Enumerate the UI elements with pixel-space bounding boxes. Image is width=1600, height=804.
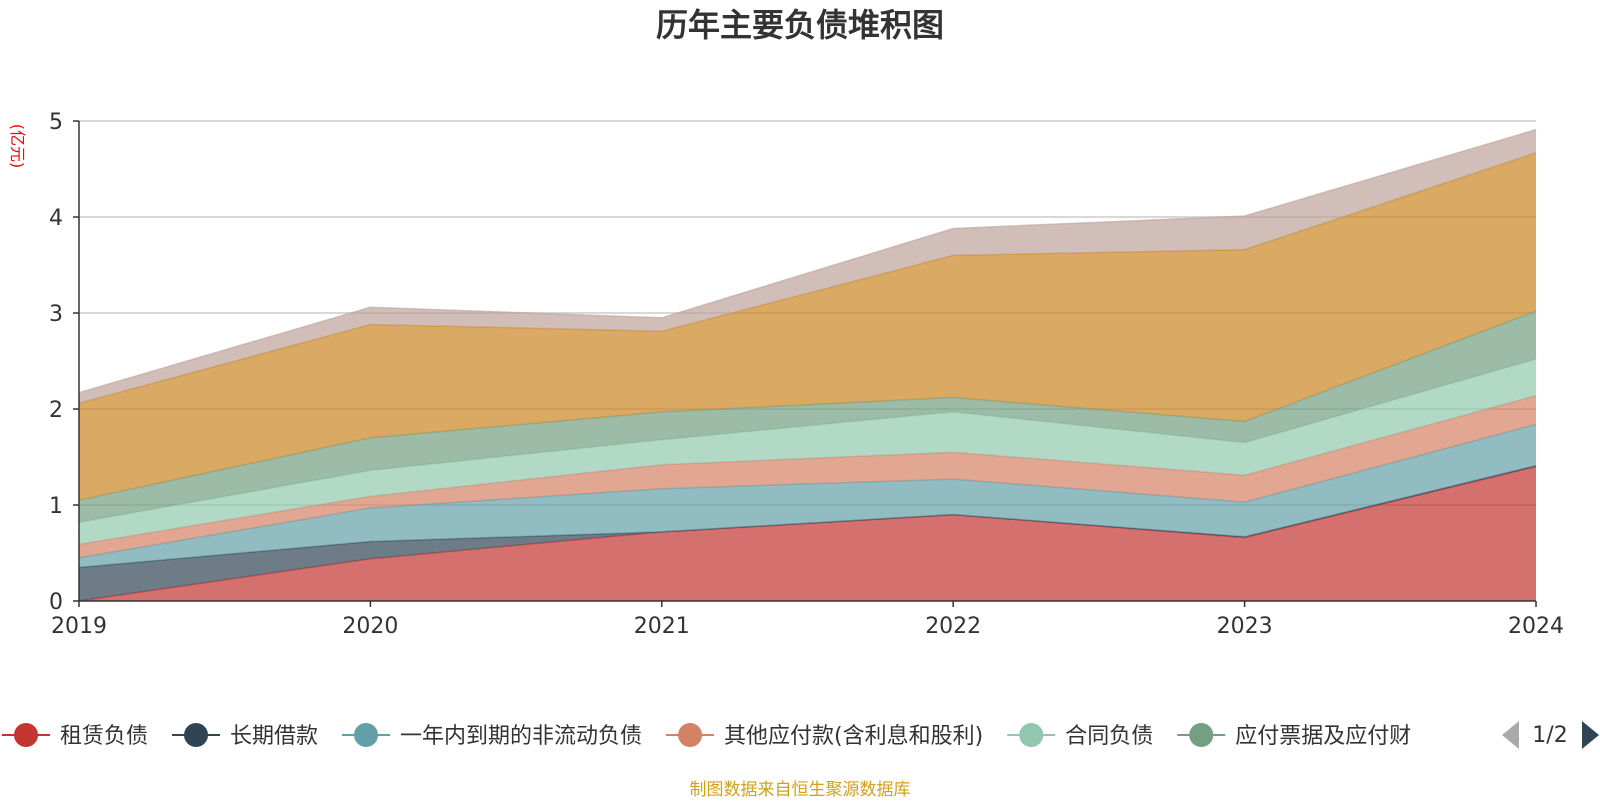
legend-item-5[interactable]: 应付票据及应付财 bbox=[1177, 723, 1411, 749]
legend-circle-icon bbox=[14, 723, 38, 747]
legend-label: 租赁负债 bbox=[60, 724, 148, 749]
legend-item-4[interactable]: 合同负债 bbox=[1007, 723, 1153, 749]
area-series-6[interactable] bbox=[79, 152, 1536, 501]
y-axis-unit-label: (亿元) bbox=[8, 124, 27, 169]
legend-prev-arrow-icon[interactable] bbox=[1502, 721, 1519, 749]
area-series-5[interactable] bbox=[79, 311, 1536, 523]
y-tick-label-4: 4 bbox=[49, 206, 63, 231]
legend-label: 合同负债 bbox=[1065, 724, 1153, 749]
stacked-areas bbox=[78, 128, 1537, 602]
x-tick-label-3: 2022 bbox=[925, 614, 981, 639]
legend-circle-icon bbox=[1189, 723, 1214, 747]
data-source-note: 制图数据来自恒生聚源数据库 bbox=[690, 780, 911, 800]
legend-circle-icon bbox=[354, 723, 379, 747]
area-series-line-7 bbox=[78, 128, 1537, 394]
legend-item-0[interactable]: 租赁负债 bbox=[2, 723, 148, 749]
axes: 0 1 2 3 4 5 2019 2020 2021 2022 2023 2024 bbox=[49, 110, 1564, 639]
legend-circle-icon bbox=[1019, 723, 1044, 747]
y-tick-label-1: 1 bbox=[49, 494, 63, 519]
area-series-4[interactable] bbox=[79, 359, 1536, 545]
legend-label: 一年内到期的非流动负债 bbox=[400, 724, 642, 749]
area-series-3[interactable] bbox=[79, 395, 1536, 558]
legend-item-3[interactable]: 其他应付款(含利息和股利) bbox=[666, 723, 983, 749]
legend: 租赁负债 长期借款 一年内到期的非流动负债 其他应付款(含利息和股利) 合同负债 应付票据… bbox=[2, 723, 1411, 749]
legend-label: 应付票据及应付财 bbox=[1235, 724, 1411, 749]
x-tick-label-4: 2023 bbox=[1217, 614, 1273, 639]
legend-page-indicator: 1/2 bbox=[1532, 723, 1567, 748]
chart-title: 历年主要负债堆积图 bbox=[656, 6, 944, 44]
area-series-2[interactable] bbox=[79, 424, 1536, 568]
legend-item-1[interactable]: 长期借款 bbox=[172, 723, 318, 749]
legend-label: 长期借款 bbox=[230, 724, 318, 749]
x-tick-label-1: 2020 bbox=[342, 614, 398, 639]
x-tick-label-0: 2019 bbox=[51, 614, 107, 639]
legend-pager: 1/2 bbox=[1502, 721, 1599, 749]
x-tick-label-2: 2021 bbox=[634, 614, 690, 639]
legend-circle-icon bbox=[184, 723, 209, 747]
legend-circle-icon bbox=[678, 723, 703, 747]
y-tick-label-2: 2 bbox=[49, 398, 63, 423]
y-tick-label-3: 3 bbox=[49, 302, 63, 327]
x-tick-label-5: 2024 bbox=[1508, 614, 1564, 639]
y-tick-label-5: 5 bbox=[49, 110, 63, 135]
legend-item-2[interactable]: 一年内到期的非流动负债 bbox=[342, 723, 642, 749]
area-series-0[interactable] bbox=[79, 466, 1536, 601]
y-tick-label-0: 0 bbox=[49, 590, 63, 615]
legend-next-arrow-icon[interactable] bbox=[1582, 721, 1599, 749]
legend-label: 其他应付款(含利息和股利) bbox=[724, 724, 983, 749]
